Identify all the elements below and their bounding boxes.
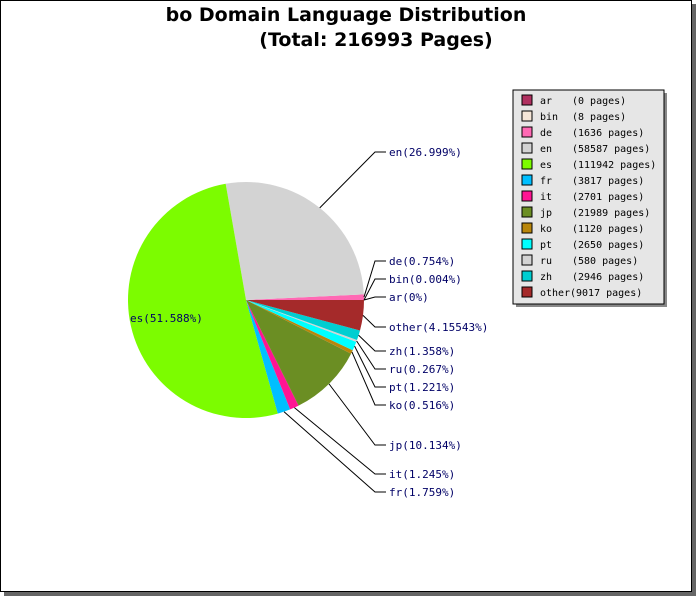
legend-code-zh: zh [540,272,552,283]
legend-pages-other: (9017 pages) [570,288,642,299]
pie-slices [127,182,364,419]
slice-label-ar: ar(0%) [389,291,429,304]
leader-zh [358,334,386,352]
legend-pages-it: (2701 pages) [572,192,644,203]
legend-pages-pt: (2650 pages) [572,240,644,251]
leader-ko [351,351,386,406]
legend-swatch-zh [521,270,533,282]
legend-code-ar: ar [540,96,552,107]
slice-en [225,182,364,300]
leader-it [294,407,386,475]
legend-code-es: es [540,160,552,171]
leader-other [362,315,386,328]
legend-code-ko: ko [540,224,552,235]
slice-ru [246,300,357,342]
legend-swatch-fr [521,174,533,186]
legend-swatch-other [521,286,533,298]
slice-label-ru: ru(0.267%) [389,363,455,376]
slice-labels: ar(0%) bin(0.004%) de(0.754%) en(26.999%) es… [130,146,488,499]
legend-swatch-jp [521,206,533,218]
slice-es [127,183,278,419]
legend-code-jp: jp [540,208,552,219]
slice-label-zh: zh(1.358%) [389,345,455,358]
legend-swatch-de [521,126,533,138]
legend-pages-es: (111942 pages) [572,160,656,171]
slice-it [246,300,299,410]
slice-label-bin: bin(0.004%) [389,273,462,286]
slice-label-fr: fr(1.759%) [389,486,455,499]
legend-swatch-ru [521,254,533,266]
legend-pages-bin: (8 pages) [572,112,626,123]
chart-subtitle: (Total: 216993 Pages) [259,29,493,51]
leader-jp [328,383,386,446]
legend-code-pt: pt [540,240,552,251]
legend-code-ru: ru [540,256,552,267]
legend-swatch-en [521,142,533,154]
legend-swatch-bin [521,110,533,122]
slice-label-de: de(0.754%) [389,255,455,268]
legend-swatch-pt [521,238,533,250]
slice-ko [246,300,353,354]
legend-swatch-it [521,190,533,202]
slice-jp [246,300,352,406]
leader-pt [354,345,386,388]
legend-swatch-ar [521,94,533,106]
leader-ru [356,340,386,370]
legend-box [512,89,665,305]
slice-zh [246,300,361,341]
legend-pages-zh: (2946 pages) [572,272,644,283]
slice-fr [246,300,291,414]
legend-pages-ko: (1120 pages) [572,224,644,235]
slice-label-en: en(26.999%) [389,146,462,159]
legend-pages-jp: (21989 pages) [572,208,650,219]
legend-code-fr: fr [540,176,552,187]
slice-label-es: es(51.588%) [130,312,203,325]
leader-bin [363,278,386,301]
slice-pt [246,300,357,351]
legend-pages-fr: (3817 pages) [572,176,644,187]
chart-title: bo Domain Language Distribution [165,4,527,26]
legend-pages-ar: (0 pages) [572,96,626,107]
slice-de [246,294,364,300]
legend-code-de: de [540,128,552,139]
legend-code-bin: bin [540,112,558,123]
legend-pages-en: (58587 pages) [572,144,650,155]
leader-lines [283,151,386,493]
legend-swatch-es [521,158,533,170]
leader-de [363,260,386,298]
legend-pages-de: (1636 pages) [572,128,644,139]
leader-en [319,151,386,209]
slice-other [246,300,364,331]
slice-label-it: it(1.245%) [389,468,455,481]
slice-label-pt: pt(1.221%) [389,381,455,394]
slice-label-ko: ko(0.516%) [389,399,455,412]
leader-fr [283,411,386,493]
legend-code-it: it [540,192,552,203]
legend: ar (0 pages) bin (8 pages) de (1636 pages) en (… [512,89,667,307]
legend-swatch-ko [521,222,533,234]
leader-ar [363,296,386,301]
legend-pages-ru: (580 pages) [572,256,638,267]
slice-label-other: other(4.15543%) [389,321,488,334]
legend-code-other: other [540,288,570,299]
slice-label-jp: jp(10.134%) [389,439,462,452]
legend-code-en: en [540,144,552,155]
